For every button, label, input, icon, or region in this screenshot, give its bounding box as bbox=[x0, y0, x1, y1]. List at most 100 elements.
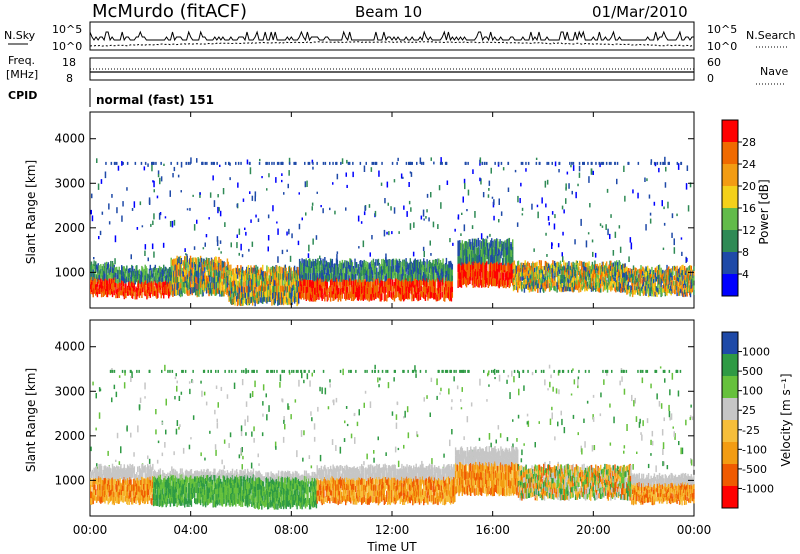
scatter-point bbox=[650, 159, 653, 163]
data-cell bbox=[590, 281, 592, 286]
scatter-point bbox=[466, 209, 468, 212]
scatter-point bbox=[153, 180, 155, 188]
data-cell bbox=[373, 287, 375, 294]
scatter-point bbox=[219, 210, 222, 217]
scatter-point bbox=[397, 157, 399, 162]
data-cell bbox=[395, 265, 397, 272]
data-cell bbox=[214, 270, 216, 277]
data-cell bbox=[180, 270, 183, 277]
data-cell bbox=[251, 286, 254, 293]
scatter-point bbox=[518, 371, 520, 378]
data-cell bbox=[572, 266, 574, 272]
data-cell bbox=[404, 261, 407, 268]
scatter-point bbox=[551, 406, 553, 411]
data-cell bbox=[193, 281, 195, 287]
data-cell bbox=[409, 277, 412, 285]
data-cell bbox=[605, 267, 607, 273]
data-cell bbox=[366, 281, 368, 288]
data-cell bbox=[595, 273, 598, 278]
data-cell bbox=[110, 289, 112, 295]
data-cell bbox=[262, 284, 264, 291]
data-cell bbox=[478, 263, 480, 272]
data-cell bbox=[595, 273, 597, 278]
data-cell bbox=[466, 243, 469, 251]
data-cell bbox=[126, 271, 129, 276]
data-cell bbox=[463, 250, 465, 257]
data-cell bbox=[490, 277, 492, 285]
data-cell bbox=[511, 250, 513, 257]
data-cell bbox=[229, 269, 231, 276]
data-cell bbox=[663, 272, 665, 277]
data-cell bbox=[370, 274, 372, 282]
scatter-point bbox=[118, 375, 121, 378]
data-cell bbox=[470, 272, 472, 281]
data-cell bbox=[585, 276, 588, 282]
scatter-point bbox=[413, 222, 415, 228]
scatter-point bbox=[385, 257, 387, 264]
data-cell bbox=[235, 284, 237, 291]
data-cell bbox=[642, 277, 645, 282]
scatter-point bbox=[304, 181, 307, 188]
data-cell bbox=[544, 266, 547, 272]
scatter-point bbox=[124, 370, 126, 376]
data-cell bbox=[501, 270, 503, 278]
data-cell bbox=[303, 293, 305, 300]
scatter-point bbox=[608, 161, 611, 165]
data-cell bbox=[178, 275, 180, 282]
data-cell bbox=[242, 299, 245, 306]
data-cell bbox=[470, 257, 473, 264]
data-cell bbox=[306, 280, 308, 287]
data-cell bbox=[286, 281, 288, 287]
data-cell bbox=[258, 295, 261, 301]
data-cell bbox=[479, 261, 481, 269]
data-cell bbox=[111, 291, 114, 298]
data-cell bbox=[462, 257, 464, 265]
data-cell bbox=[402, 266, 404, 273]
data-cell bbox=[413, 278, 416, 286]
data-cell bbox=[229, 275, 231, 281]
data-cell bbox=[212, 277, 214, 283]
data-cell bbox=[179, 262, 182, 270]
nsearch-line bbox=[89, 40, 695, 47]
data-cell bbox=[450, 275, 453, 282]
data-cell bbox=[657, 289, 660, 295]
data-cell bbox=[634, 285, 636, 291]
data-cell bbox=[96, 266, 99, 272]
data-cell bbox=[507, 261, 510, 270]
data-cell bbox=[397, 280, 400, 286]
data-cell bbox=[321, 288, 323, 295]
data-cell bbox=[657, 270, 659, 275]
data-cell bbox=[385, 264, 387, 271]
data-cell bbox=[170, 269, 172, 275]
data-cell bbox=[330, 284, 333, 291]
data-cell bbox=[509, 272, 511, 280]
scatter-point bbox=[350, 433, 353, 439]
data-cell bbox=[435, 273, 438, 281]
data-cell bbox=[281, 292, 283, 299]
data-cell bbox=[149, 281, 152, 287]
data-cell bbox=[470, 241, 472, 250]
data-cell bbox=[279, 285, 282, 292]
scatter-point bbox=[538, 421, 540, 424]
scatter-point bbox=[288, 161, 291, 165]
scatter-point bbox=[313, 423, 316, 430]
data-cell bbox=[683, 283, 685, 289]
data-cell bbox=[526, 262, 528, 267]
data-cell bbox=[275, 265, 277, 272]
scatter-point bbox=[421, 460, 423, 468]
data-cell bbox=[326, 269, 329, 276]
data-cell bbox=[518, 272, 521, 277]
data-cell bbox=[644, 281, 646, 287]
data-cell bbox=[262, 296, 265, 302]
data-cell bbox=[571, 269, 573, 274]
y-tick-label: 3000 bbox=[54, 176, 85, 190]
data-cell bbox=[423, 285, 425, 292]
cpid-text: normal (fast) 151 bbox=[96, 93, 214, 107]
data-cell bbox=[288, 298, 290, 305]
data-cell bbox=[156, 273, 158, 279]
data-cell bbox=[155, 287, 157, 293]
scatter-point bbox=[378, 384, 380, 388]
data-cell bbox=[314, 274, 316, 282]
data-cell bbox=[681, 265, 683, 271]
data-cell bbox=[511, 276, 513, 284]
